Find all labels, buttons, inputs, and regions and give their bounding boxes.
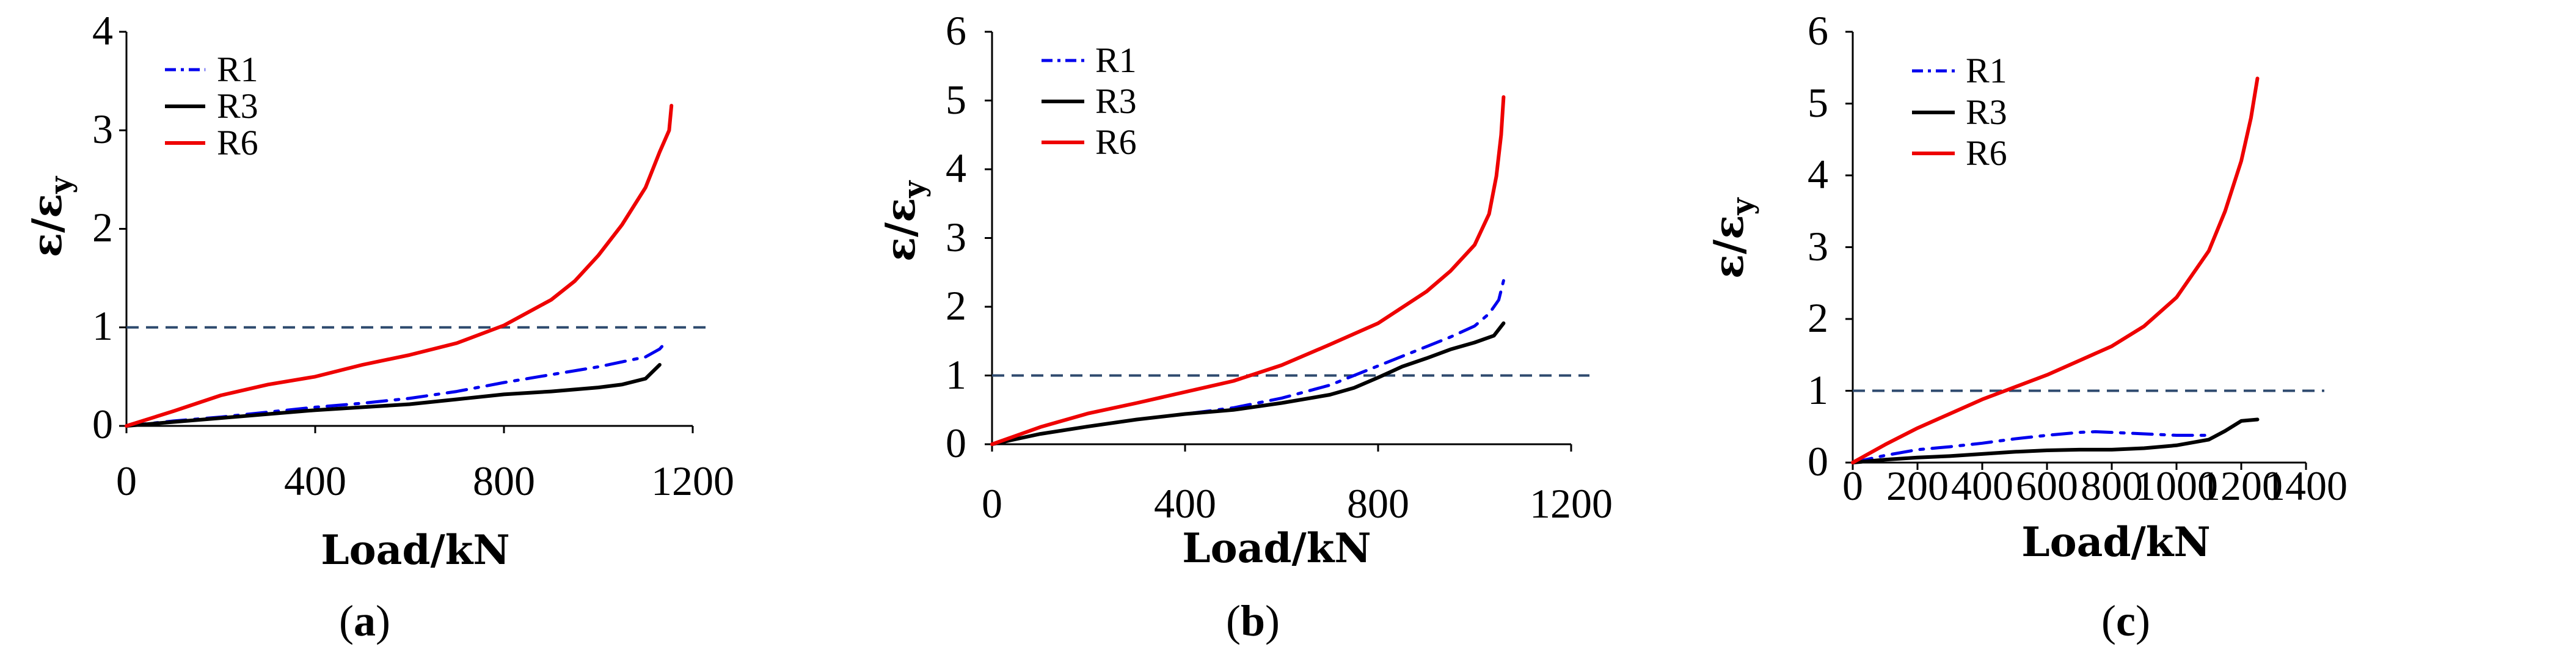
y-axis-title-c-sub: y — [1726, 197, 1760, 216]
xtick-c-6: 1200 — [2200, 463, 2283, 509]
series-r6-line-c — [1851, 76, 2260, 464]
panel-c-label: (c) — [2101, 596, 2150, 645]
legend-a-r6: R6 — [217, 123, 258, 163]
y-axis-title-a-sub: y — [44, 175, 78, 194]
ytick-a-3: 3 — [92, 106, 113, 152]
series-r1-line-c — [1851, 430, 2211, 464]
ytick-a-4: 4 — [92, 7, 113, 54]
series-r1-line-a — [125, 339, 668, 428]
xtick-b-0: 0 — [982, 480, 1002, 527]
ytick-c-5: 5 — [1808, 79, 1828, 126]
y-axis-title-c: ε/εy — [1705, 197, 1760, 279]
legend-a-r3: R3 — [217, 86, 258, 126]
series-r1-line-b — [990, 279, 1505, 446]
xtick-c-1: 200 — [1886, 463, 1949, 509]
legend-b-r1: R1 — [1095, 40, 1137, 80]
legend-c-r3: R3 — [1966, 92, 2007, 132]
chart-marks — [119, 31, 2324, 470]
y-axis-title-b-main: ε/ε — [877, 198, 924, 262]
ytick-c-6: 6 — [1808, 7, 1828, 54]
xtick-c-4: 800 — [2081, 463, 2143, 509]
y-axis-title-a-main: ε/ε — [23, 194, 71, 257]
xtick-a-2: 800 — [473, 458, 535, 504]
ytick-b-2: 2 — [946, 282, 966, 329]
series-r6-line-a — [125, 103, 674, 428]
x-axis-title-c: Load/kN — [2021, 518, 2211, 566]
legend-b-r6: R6 — [1095, 122, 1137, 162]
panel-b: 6 5 4 3 2 1 0 0 400 800 1200 Load/kN ε/ε… — [877, 7, 1613, 645]
ytick-a-2: 2 — [92, 204, 113, 251]
series-r3-line-a — [125, 363, 662, 428]
y-axis-title-a: ε/εy — [23, 175, 78, 257]
ytick-b-3: 3 — [946, 214, 966, 260]
y-axis-title-b: ε/εy — [877, 180, 932, 262]
xtick-a-3: 1200 — [651, 458, 734, 504]
xtick-c-5: 1000 — [2135, 463, 2218, 509]
ytick-a-1: 1 — [92, 302, 113, 349]
ytick-b-0: 0 — [946, 420, 966, 466]
ytick-c-2: 2 — [1808, 295, 1828, 341]
panel-a: 4 3 2 1 0 0 400 800 1200 Load/kN ε/εy R1… — [23, 7, 734, 645]
xtick-b-3: 1200 — [1530, 480, 1613, 527]
ytick-b-5: 5 — [946, 76, 966, 123]
ytick-a-0: 0 — [92, 401, 113, 447]
legend-a-r1: R1 — [217, 49, 258, 89]
x-axis-title-b: Load/kN — [1182, 524, 1371, 572]
ytick-c-0: 0 — [1808, 438, 1828, 485]
ytick-c-3: 3 — [1808, 223, 1828, 269]
legend-c-r6: R6 — [1966, 133, 2007, 173]
y-axis-title-b-sub: y — [897, 180, 932, 199]
panel-c-letter: c — [2116, 596, 2136, 645]
legend-c-r1: R1 — [1966, 51, 2007, 90]
xtick-a-0: 0 — [116, 458, 137, 504]
xtick-c-3: 600 — [2016, 463, 2078, 509]
ytick-b-6: 6 — [946, 7, 966, 54]
panel-a-letter: a — [354, 596, 376, 645]
series-r3-line-c — [1851, 417, 2260, 464]
series-r6-line-b — [990, 95, 1506, 446]
ytick-b-1: 1 — [946, 351, 966, 398]
xtick-a-1: 400 — [284, 458, 346, 504]
xtick-c-0: 0 — [1842, 463, 1863, 509]
ytick-c-1: 1 — [1808, 367, 1828, 413]
x-axis-title-a: Load/kN — [321, 526, 510, 574]
xtick-b-1: 400 — [1154, 480, 1216, 527]
panel-c: 6 5 4 3 2 1 0 0 200 400 600 800 1000 120… — [1705, 7, 2348, 645]
ytick-b-4: 4 — [946, 145, 966, 191]
xtick-c-2: 400 — [1951, 463, 2013, 509]
panel-a-label: (a) — [339, 596, 390, 645]
panel-b-label: (b) — [1226, 596, 1280, 645]
ytick-c-4: 4 — [1808, 151, 1828, 197]
legend-b-r3: R3 — [1095, 81, 1137, 121]
y-axis-title-c-main: ε/ε — [1705, 215, 1753, 279]
xtick-c-7: 1400 — [2264, 463, 2348, 509]
panel-b-letter: b — [1241, 596, 1265, 645]
series-r3-line-b — [990, 321, 1506, 446]
xtick-b-2: 800 — [1347, 480, 1409, 527]
